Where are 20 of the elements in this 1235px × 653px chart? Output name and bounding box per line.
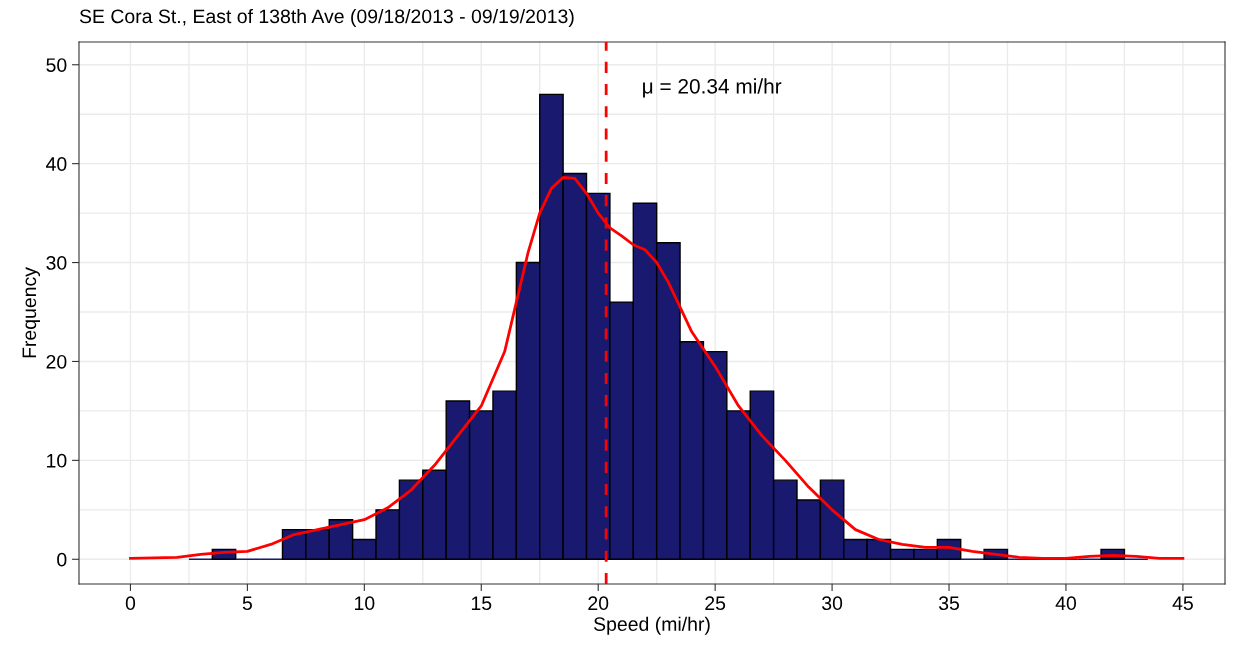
annotation: μ = 20.34 mi/hr xyxy=(643,78,782,98)
y-tick-label: 10 xyxy=(47,453,67,468)
x-tick-label: 15 xyxy=(471,596,492,611)
y-tick-label: 20 xyxy=(46,354,67,369)
y-axis-title: Frequency xyxy=(22,267,41,358)
chart-title: SE Cora St., East of 138th Ave (09/18/2013 - 09/19/2013) xyxy=(79,8,574,28)
y-tick-label: 50 xyxy=(46,58,67,72)
y-tick-label: 40 xyxy=(46,157,67,171)
x-tick-label: 10 xyxy=(355,596,375,611)
y-tick-label: 0 xyxy=(57,552,67,567)
x-tick-label: 45 xyxy=(1172,596,1193,611)
x-tick-label: 35 xyxy=(938,596,960,611)
x-tick-label: 20 xyxy=(588,596,609,611)
y-tick-label: 30 xyxy=(46,256,67,270)
x-tick-label: 5 xyxy=(242,596,252,611)
x-axis-title: Speed (mi/hr) xyxy=(593,616,710,635)
x-tick-label: 30 xyxy=(822,596,843,611)
x-tick-label: 25 xyxy=(705,596,726,611)
x-tick-label: 40 xyxy=(1055,596,1077,611)
x-tick-label: 0 xyxy=(125,596,136,611)
